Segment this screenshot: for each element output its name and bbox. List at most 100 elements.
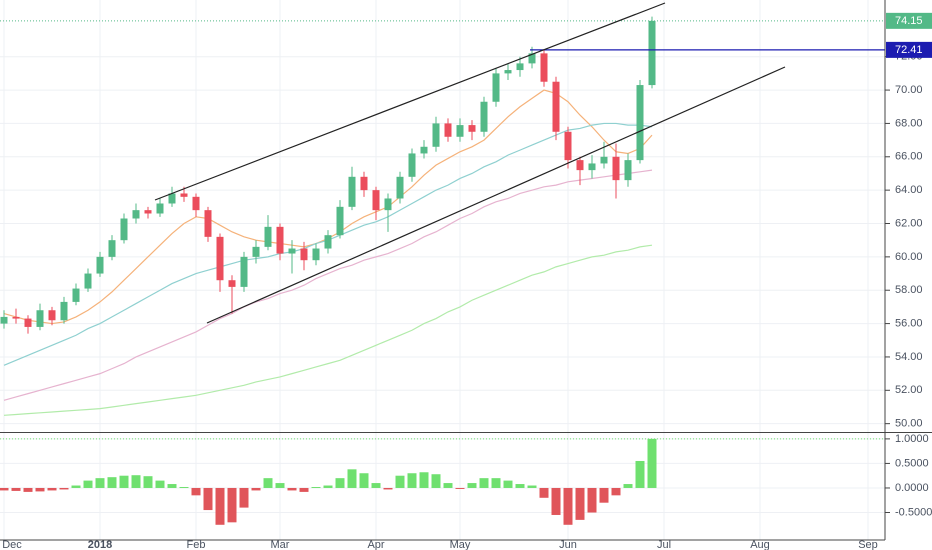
candle-body [612,156,620,181]
candle-body [288,248,296,254]
histogram-bar [395,475,405,488]
x-tick-label: May [450,539,471,550]
histogram-bar [335,478,345,488]
candle-body [12,316,20,319]
moving-average-line [3,244,653,416]
y-tick-label: 66.00 [895,151,923,163]
last-price-box [886,12,932,29]
candle-body [0,316,8,324]
y-tick-label: 0.5000 [895,457,929,469]
histogram-bar [539,487,549,498]
histogram-bar [287,487,297,491]
candle-body [180,193,188,197]
candle-body [132,210,140,219]
x-tick-label: Sep [858,539,878,550]
histogram-bar [515,484,525,488]
candle-body [336,206,344,236]
x-tick-label: Mar [271,539,290,550]
candle-body [324,235,332,249]
y-tick-label: 62.00 [895,217,923,229]
y-tick-label: 56.00 [895,317,923,329]
channel-lower [206,66,786,324]
histogram-bar [203,487,213,511]
histogram-bar [71,485,81,488]
histogram-bar [623,484,633,488]
candle-body [624,160,632,181]
y-tick-label: 1.0000 [895,433,929,445]
candle-body [120,218,128,241]
candle-body [348,176,356,207]
histogram-bar [227,487,237,523]
level-label: 72.41 [895,44,923,56]
candle-body [24,318,32,327]
candle-body [264,226,272,247]
candle-body [480,101,488,132]
candle-body [192,196,200,211]
candle-body [372,190,380,211]
histogram-bar [251,487,261,491]
x-tick-label: 2018 [88,539,112,550]
candle-body [432,123,440,147]
candle-body [300,248,308,261]
histogram-bar [575,487,585,520]
candle-body [384,198,392,211]
histogram-bar [191,487,201,496]
histogram-bar [479,478,489,488]
candle-body [468,125,476,132]
candle-body [156,203,164,214]
histogram-bar [431,474,441,488]
histogram-bar [587,487,597,513]
histogram-bar [11,487,21,491]
candle-body [36,310,44,327]
candle-body [360,176,368,191]
histogram-bar [35,487,45,492]
histogram-bar [107,477,117,488]
candle-body [228,280,236,287]
histogram-bar [143,476,153,488]
histogram-bar [563,487,573,525]
candle-body [576,160,584,171]
candle-body [408,153,416,177]
candle-body [48,310,56,321]
candle-body [72,288,80,302]
candle-body [396,176,404,199]
level-box [886,41,932,58]
candle-body [564,131,572,161]
candle-body [456,125,464,137]
x-tick-label: Dec [2,539,22,550]
histogram-bar [239,487,249,508]
histogram-bar [527,485,537,488]
histogram-bar [635,460,645,488]
last-price-label: 74.15 [895,15,923,27]
histogram-bar [0,487,9,491]
y-tick-label: 70.00 [895,84,923,96]
plot-layer [0,16,885,525]
histogram-bar [455,487,465,489]
candle-body [96,256,104,274]
candle-body [504,70,512,74]
candle-body [240,256,248,287]
y-tick-label: 52.00 [895,384,923,396]
histogram-bar [83,480,93,488]
candle-body [312,248,320,261]
histogram-bar [95,478,105,488]
y-tick-label: 58.00 [895,284,923,296]
histogram-bar [119,475,129,488]
histogram-bar [179,486,189,488]
y-tick-label: 0.0000 [895,482,929,494]
histogram-bar [131,475,141,488]
histogram-bar [299,487,309,492]
candle-body [144,210,152,214]
candle-body [492,73,500,102]
candle-body [420,146,428,154]
y-tick-label: 60.00 [895,251,923,263]
histogram-bar [647,438,657,488]
x-tick-label: Aug [750,539,770,550]
candle-body [108,240,116,257]
histogram-bar [359,473,369,488]
histogram-bar [383,487,393,490]
y-tick-label: 64.00 [895,184,923,196]
candle-body [204,210,212,237]
